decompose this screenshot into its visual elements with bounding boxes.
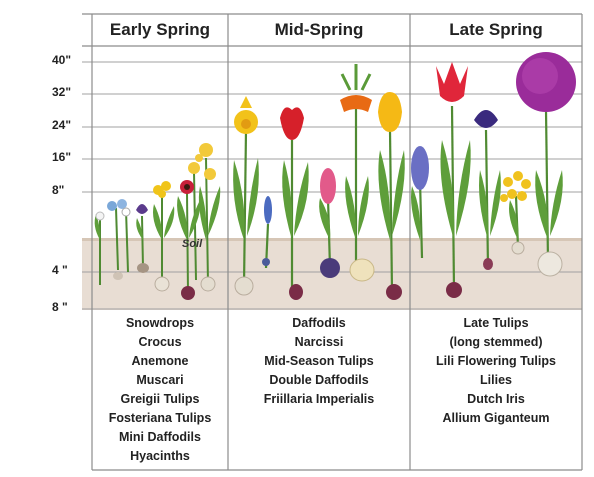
list-item: Allium Giganteum	[442, 411, 550, 425]
height-label-40: 40"	[52, 53, 72, 67]
list-item: (long stemmed)	[449, 335, 543, 349]
header-early-spring: Early Spring	[109, 20, 211, 39]
late-spring-list: Late Tulips (long stemmed) Lili Flowerin…	[410, 314, 582, 428]
late-spring-plants	[411, 52, 576, 298]
list-item: Fosteriana Tulips	[108, 411, 212, 425]
height-label-24: 24"	[52, 118, 72, 132]
list-item: Dutch Iris	[467, 392, 525, 406]
list-item: Mini Daffodils	[119, 430, 201, 444]
soil-label: Soil	[182, 238, 203, 250]
list-item: Greigii Tulips	[120, 392, 200, 406]
table-frame	[82, 13, 583, 471]
list-item: Friillaria Imperialis	[263, 392, 375, 406]
list-item: Crocus	[138, 335, 182, 349]
list-item: Narcissi	[294, 335, 344, 349]
list-item: Late Tulips	[463, 316, 529, 330]
depth-label-4: 4 "	[52, 263, 68, 277]
list-item: Hyacinths	[130, 449, 190, 463]
height-label-32: 32"	[52, 85, 72, 99]
early-spring-plants	[94, 143, 221, 300]
mid-spring-list: Daffodils Narcissi Mid-Season Tulips Dou…	[228, 314, 410, 409]
depth-label-8: 8 "	[52, 300, 68, 314]
list-item: Lili Flowering Tulips	[436, 354, 556, 368]
list-item: Daffodils	[292, 316, 346, 330]
list-item: Anemone	[131, 354, 189, 368]
list-item: Lilies	[480, 373, 512, 387]
header-mid-spring: Mid-Spring	[274, 20, 364, 39]
early-spring-list: Snowdrops Crocus Anemone Muscari Greigii…	[92, 314, 228, 466]
height-label-8: 8"	[52, 183, 65, 197]
list-item: Snowdrops	[125, 316, 195, 330]
header-late-spring: Late Spring	[449, 20, 543, 39]
list-item: Muscari	[136, 373, 184, 387]
mid-spring-plants	[233, 64, 405, 300]
height-label-16: 16"	[52, 150, 72, 164]
list-item: Mid-Season Tulips	[264, 354, 374, 368]
list-item: Double Daffodils	[269, 373, 369, 387]
